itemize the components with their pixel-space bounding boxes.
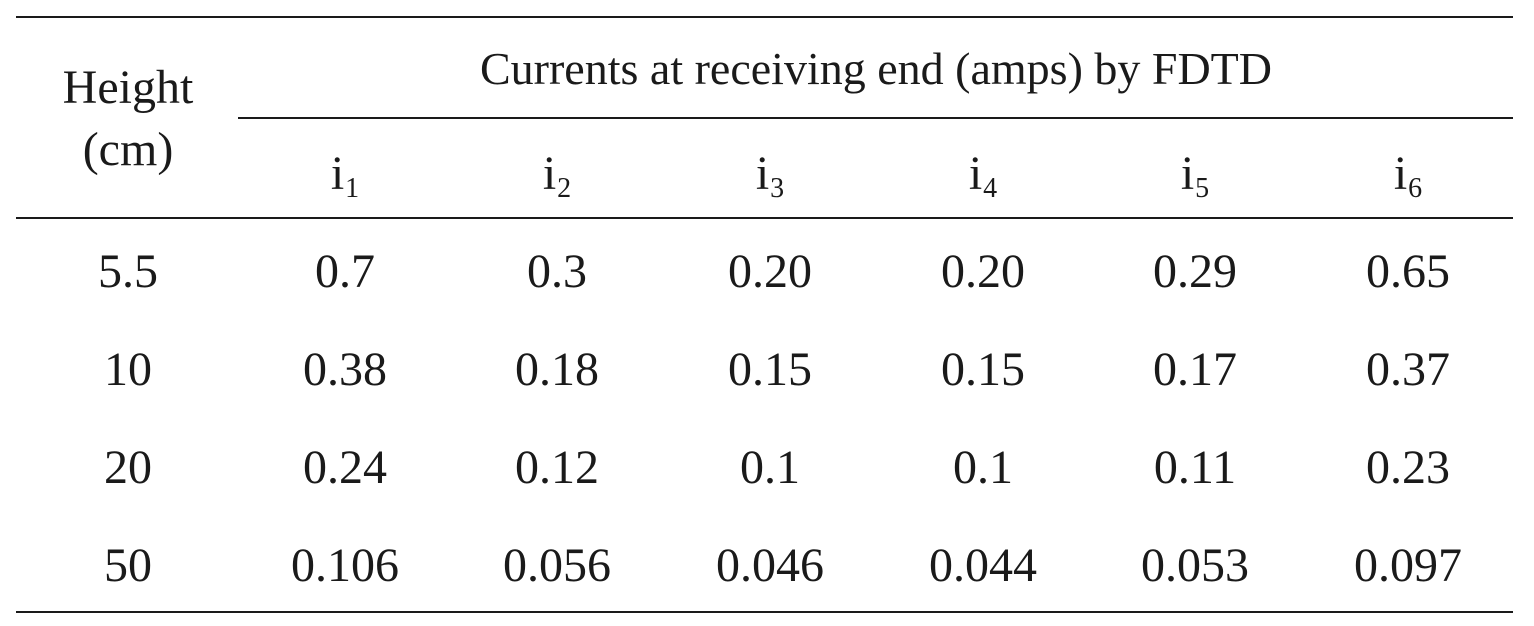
column-header-i6: i6 <box>1393 147 1423 204</box>
table-cell: 0.24 <box>303 441 387 494</box>
table-cell: 0.12 <box>515 441 599 494</box>
column-header-i2: i2 <box>542 147 572 204</box>
table-cell: 0.106 <box>291 539 399 592</box>
column-header-i4: i4 <box>968 147 998 204</box>
header-bottom-rule <box>16 217 1513 219</box>
table-cell: 0.17 <box>1153 343 1237 396</box>
row-height-cell: 10 <box>104 343 152 396</box>
table-cell: 0.38 <box>303 343 387 396</box>
column-header-i5: i5 <box>1180 147 1210 204</box>
height-header-line2: (cm) <box>82 123 174 176</box>
table-cell: 0.15 <box>728 343 812 396</box>
table-cell: 0.18 <box>515 343 599 396</box>
table-cell: 0.1 <box>953 441 1013 494</box>
row-height-cell: 5.5 <box>98 245 158 298</box>
row-height-cell: 20 <box>104 441 152 494</box>
column-header-i3: i3 <box>755 147 785 204</box>
table-cell: 0.046 <box>716 539 824 592</box>
table-cell: 0.23 <box>1366 441 1450 494</box>
table-cell: 0.044 <box>929 539 1037 592</box>
table-cell: 0.65 <box>1366 245 1450 298</box>
table-bottom-rule <box>16 611 1513 613</box>
group-header: Currents at receiving end (amps) by FDTD <box>479 43 1273 94</box>
table-top-rule <box>16 16 1513 18</box>
table-cell: 0.29 <box>1153 245 1237 298</box>
table-cell: 0.11 <box>1153 441 1237 494</box>
table-cell: 0.056 <box>503 539 611 592</box>
column-header-i1: i1 <box>330 147 360 204</box>
table-cell: 0.097 <box>1354 539 1462 592</box>
table-cell: 0.7 <box>315 245 375 298</box>
table-cell: 0.20 <box>941 245 1025 298</box>
row-height-cell: 50 <box>104 539 152 592</box>
table-cell: 0.15 <box>941 343 1025 396</box>
table-cell: 0.3 <box>527 245 587 298</box>
group-header-rule <box>238 117 1513 119</box>
table-cell: 0.20 <box>728 245 812 298</box>
table-cell: 0.053 <box>1141 539 1249 592</box>
table-cell: 0.1 <box>740 441 800 494</box>
height-header-line1: Height <box>62 61 194 114</box>
table-cell: 0.37 <box>1366 343 1450 396</box>
